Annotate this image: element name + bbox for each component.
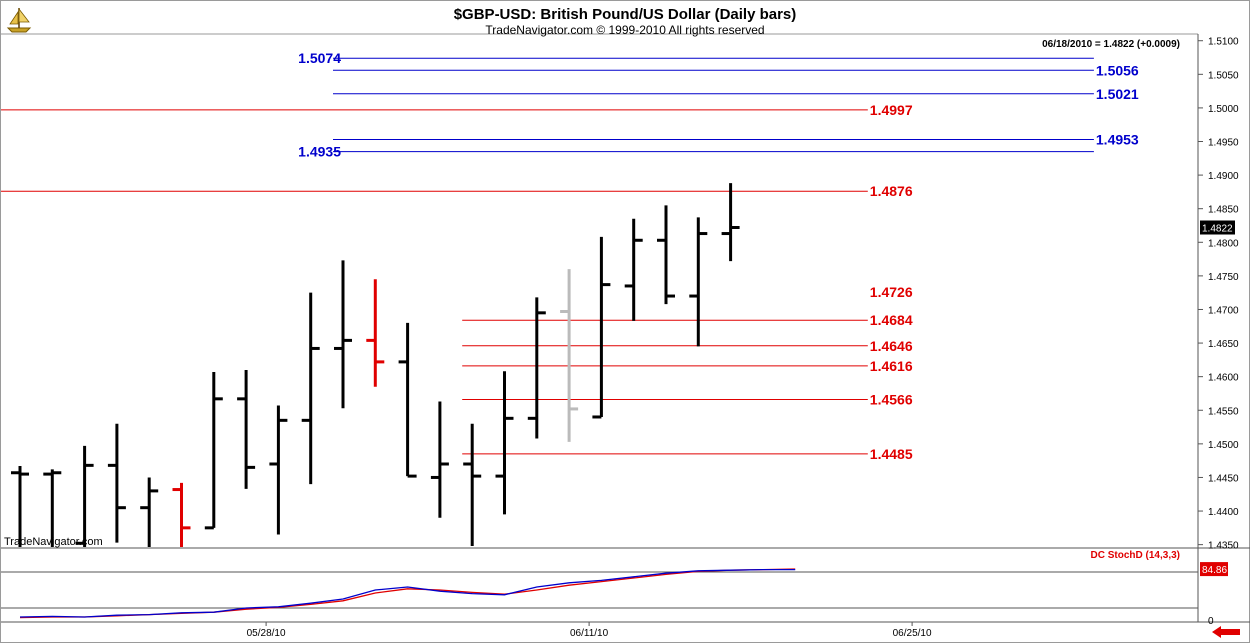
level-label: 1.4726 [870, 284, 913, 300]
level-label: 1.4616 [870, 358, 913, 374]
level-label: 1.4485 [870, 446, 913, 462]
price-tick-label: 1.5050 [1208, 70, 1239, 81]
price-tick-label: 1.4950 [1208, 138, 1239, 149]
red-left-arrow-icon[interactable] [1212, 626, 1240, 638]
date-tick-label: 06/25/10 [893, 628, 932, 639]
level-label: 1.4953 [1096, 131, 1139, 147]
stoch-value-badge [1200, 562, 1228, 577]
price-tick-label: 1.4550 [1208, 406, 1239, 417]
level-label: 1.4684 [870, 312, 913, 328]
price-tick-label: 1.4900 [1208, 171, 1239, 182]
level-label: 1.5021 [1096, 86, 1139, 102]
stoch-tick-label: 0 [1208, 616, 1214, 627]
level-label: 1.4876 [870, 183, 913, 199]
last-price-badge [1200, 220, 1235, 235]
price-tick-label: 1.4350 [1208, 541, 1239, 552]
price-tick-label: 1.4850 [1208, 205, 1239, 216]
stoch-value-label: 84.86 [1202, 565, 1227, 576]
level-label: 1.4997 [870, 102, 913, 118]
level-label: 1.4566 [870, 392, 913, 408]
date-tick-label: 06/11/10 [570, 628, 609, 639]
last-price-label: 1.4822 [1202, 224, 1233, 235]
price-tick-label: 1.4450 [1208, 473, 1239, 484]
price-tick-label: 1.4650 [1208, 339, 1239, 350]
level-label: 1.4935 [298, 144, 341, 160]
level-label: 1.4646 [870, 338, 913, 354]
copyright-text: TradeNavigator.com © 1999-2010 All right… [485, 23, 764, 37]
price-tick-label: 1.4700 [1208, 305, 1239, 316]
stoch-k-line [19, 568, 796, 618]
indicator-name: DC StochD (14,3,3) [1091, 550, 1180, 561]
price-tick-label: 1.4750 [1208, 272, 1239, 283]
sailing-ship-icon [6, 7, 32, 33]
level-label: 1.5074 [298, 50, 341, 66]
price-tick-label: 1.5000 [1208, 104, 1239, 115]
price-tick-label: 1.4400 [1208, 507, 1239, 518]
chart-title: $GBP-USD: British Pound/US Dollar (Daily… [454, 6, 797, 23]
price-tick-label: 1.4800 [1208, 238, 1239, 249]
price-tick-label: 1.4500 [1208, 440, 1239, 451]
price-tick-label: 1.4600 [1208, 373, 1239, 384]
price-tick-label: 1.5100 [1208, 37, 1239, 48]
quote-readout: 06/18/2010 = 1.4822 (+0.0009) [1042, 39, 1180, 50]
level-label: 1.5056 [1096, 62, 1139, 78]
date-tick-label: 05/28/10 [247, 628, 286, 639]
